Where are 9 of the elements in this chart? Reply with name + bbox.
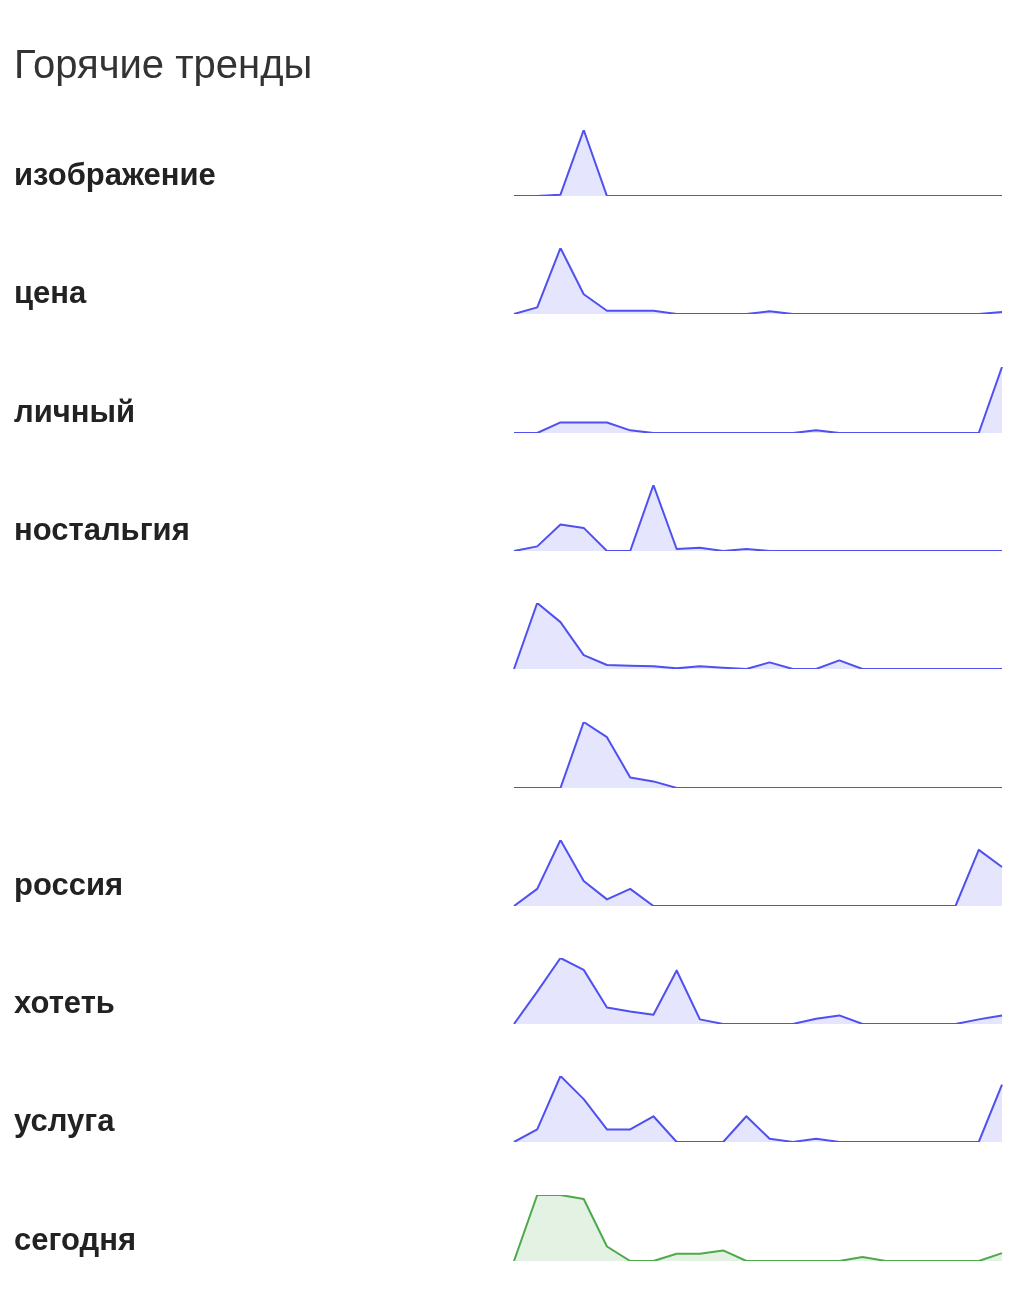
y-axis-title: сегодня bbox=[14, 1221, 137, 1257]
y-axis-title: цена bbox=[14, 274, 88, 310]
text: Горячие тренды bbox=[14, 42, 313, 86]
y-axis-title: услуга bbox=[14, 1102, 116, 1138]
y-axis-title: россия bbox=[14, 866, 124, 902]
y-axis-title: изображение bbox=[14, 156, 216, 192]
y-axis-title: хотеть bbox=[14, 984, 115, 1020]
y-axis-title: ностальгия bbox=[14, 511, 190, 547]
y-axis-title: личный bbox=[14, 393, 136, 429]
